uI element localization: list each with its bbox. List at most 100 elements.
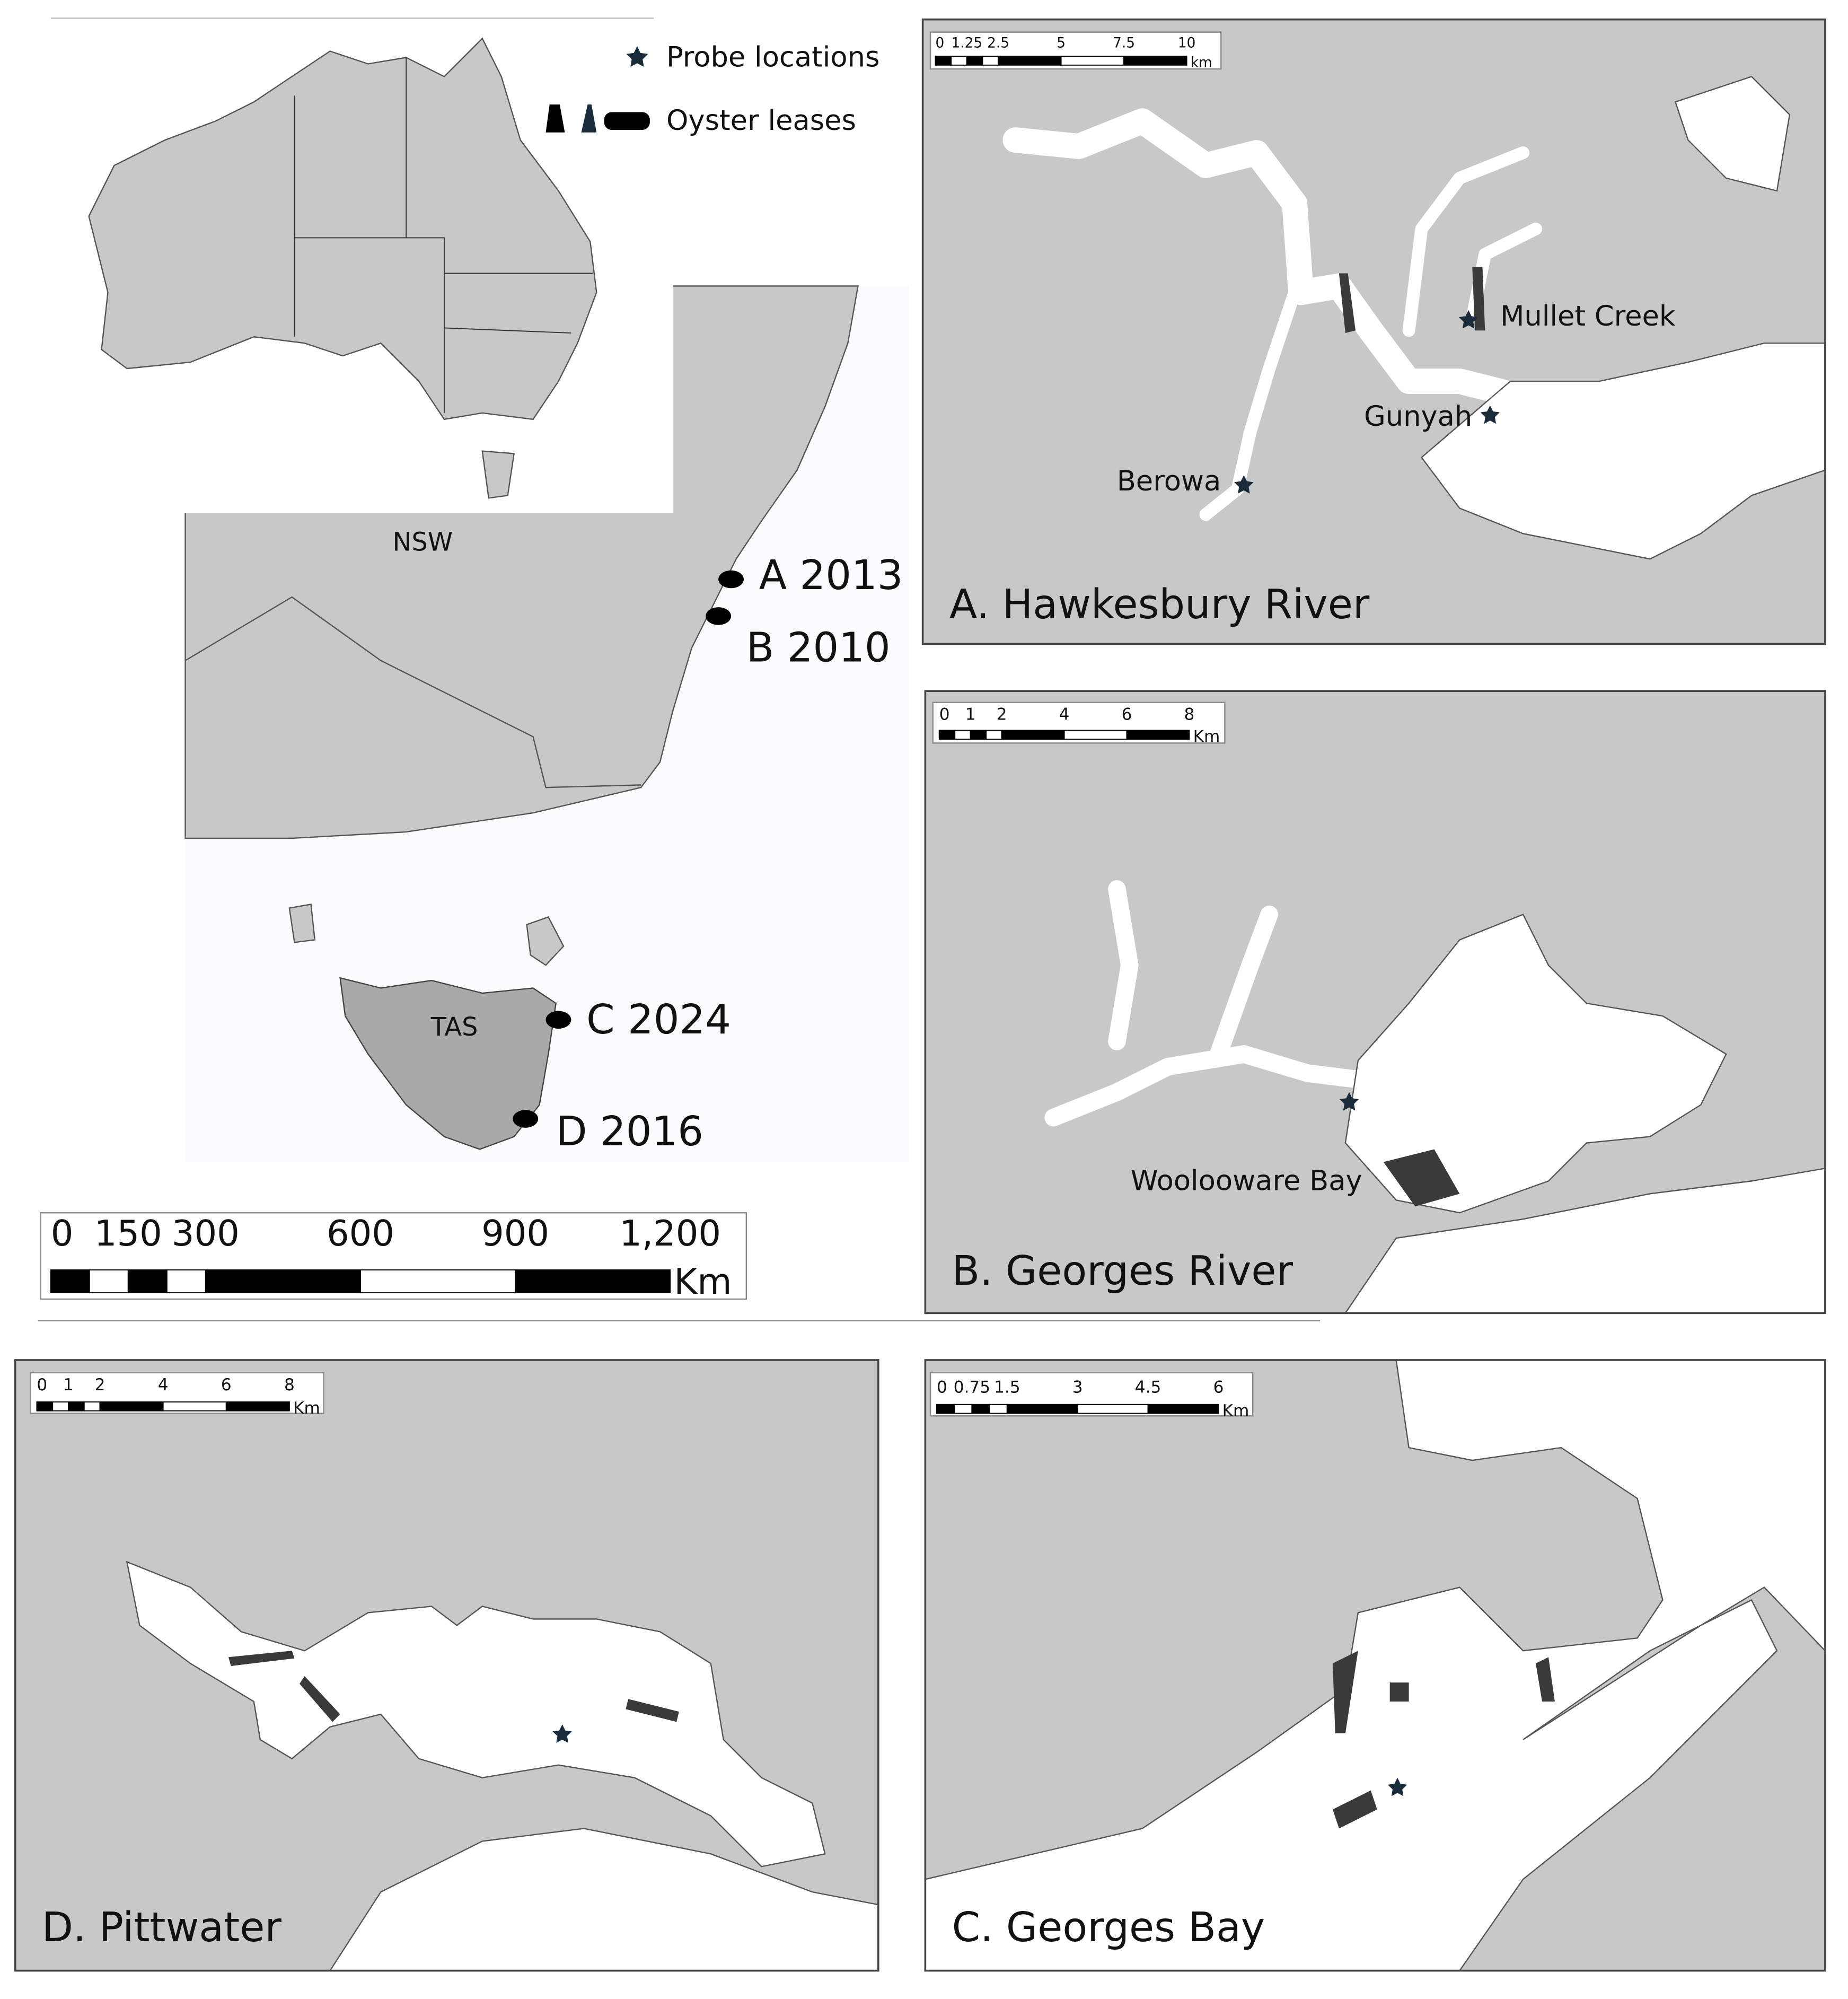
panel-frame: [921, 18, 1826, 645]
river: [1044, 880, 1367, 1127]
scale-label: 600: [327, 1213, 394, 1254]
probe-marker: [626, 46, 648, 67]
scale-segment: [966, 56, 983, 66]
lease-icon: [545, 104, 565, 133]
scale-segment: [971, 1404, 990, 1414]
place-label: Mullet Creek: [1500, 300, 1676, 332]
panel-title: C. Georges Bay: [952, 1904, 1265, 1951]
scale-label: 6: [1213, 1378, 1224, 1397]
scale-segment: [1077, 1404, 1149, 1414]
island: [526, 916, 565, 966]
panel-d: [14, 1359, 879, 1972]
oyster-lease: [1383, 1149, 1460, 1207]
site-marker: [718, 570, 744, 589]
state-border: [184, 596, 641, 788]
scale-segment: [89, 1269, 129, 1294]
site-label: B 2010: [746, 625, 891, 672]
scale-unit: Km: [1222, 1401, 1249, 1421]
scale-label: 1: [965, 705, 976, 724]
region-label: TAS: [430, 1013, 478, 1042]
scale-segment: [935, 56, 952, 66]
scale-label: 4: [1059, 705, 1070, 724]
scale-label: 0: [37, 1375, 47, 1395]
state-lines: [294, 57, 593, 413]
panel-frame: [924, 1359, 1826, 1972]
place-label: Woolooware Bay: [1131, 1164, 1362, 1197]
scale-segment: [1001, 730, 1065, 740]
scale-segment: [954, 1404, 973, 1414]
scale-label: 4: [158, 1375, 169, 1395]
panel-title: A. Hawkesbury River: [949, 581, 1370, 628]
scale-label: 1: [63, 1375, 74, 1395]
scale-label: 7.5: [1113, 36, 1135, 51]
scale-label: 2: [997, 705, 1007, 724]
scale-segment: [99, 1401, 164, 1411]
scale-segment: [36, 1401, 54, 1411]
panel-frame: [14, 1359, 879, 1972]
scale-label: 10: [1178, 36, 1196, 51]
scale-segment: [970, 730, 987, 740]
island: [288, 904, 316, 943]
scale-label: 8: [284, 1375, 295, 1395]
probe-marker: [1458, 310, 1479, 329]
scale-label: 0.75: [954, 1378, 990, 1397]
site-marker: [706, 607, 732, 625]
probe-marker: [1234, 475, 1254, 494]
scale-unit: Km: [674, 1261, 732, 1302]
oyster-lease: [1332, 1651, 1555, 1829]
tasmania: [339, 977, 557, 1150]
scale-label: 1,200: [619, 1213, 721, 1254]
scale-label: 5: [1057, 36, 1066, 51]
scale-label: 4.5: [1135, 1378, 1161, 1397]
panel-title: D. Pittwater: [42, 1904, 281, 1951]
scale-unit: Km: [1193, 727, 1220, 747]
water: [1420, 342, 1826, 560]
scale-segment: [1126, 730, 1190, 740]
scale-segment: [68, 1401, 85, 1411]
probe-marker: [1387, 1777, 1407, 1796]
scale-segment: [938, 730, 956, 740]
panel-c: [924, 1359, 1826, 1972]
scale-unit: km: [1191, 55, 1212, 71]
scale-segment: [982, 56, 999, 66]
site-label: A 2013: [759, 552, 903, 599]
scale-label: 2.5: [987, 36, 1009, 51]
scale-segment: [52, 1401, 69, 1411]
probe-marker: [1339, 1092, 1359, 1111]
water: [1344, 914, 1727, 1214]
panel-frame: [924, 690, 1826, 1314]
scale-segment: [954, 730, 971, 740]
scale-segment: [360, 1269, 516, 1294]
scale-label: 8: [1184, 705, 1194, 724]
scale-segment: [83, 1401, 101, 1411]
scale-label: 150: [94, 1213, 162, 1254]
legend-label: Probe locations: [666, 41, 879, 74]
scale-segment: [1006, 1404, 1078, 1414]
scale-label: 900: [481, 1213, 549, 1254]
probe-marker: [1480, 405, 1500, 424]
oyster-lease: [1339, 267, 1485, 334]
scale-label: 2: [95, 1375, 105, 1395]
scale-segment: [205, 1269, 361, 1294]
scale-segment: [1063, 730, 1128, 740]
scale-unit: Km: [293, 1399, 320, 1418]
panel-title: B. Georges River: [952, 1248, 1293, 1295]
scale-segment: [989, 1404, 1008, 1414]
lease-icon: [604, 112, 650, 130]
tasmania-inset: [481, 450, 515, 499]
water: [1674, 76, 1791, 192]
scale-label: 300: [172, 1213, 240, 1254]
oyster-lease: [228, 1651, 679, 1722]
scale-label: 0: [51, 1213, 74, 1254]
scale-segment: [936, 1404, 955, 1414]
scale-segment: [50, 1269, 90, 1294]
site-label: C 2024: [586, 996, 731, 1044]
panel-b: [924, 690, 1826, 1314]
australia: [88, 37, 597, 420]
river: [1002, 108, 1524, 407]
lease-icon: [581, 104, 597, 133]
scale-label: 1.5: [994, 1378, 1020, 1397]
site-marker: [545, 1011, 571, 1029]
